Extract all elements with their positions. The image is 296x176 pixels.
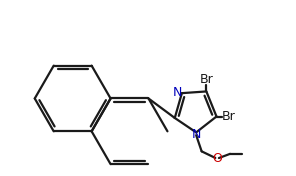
Text: Br: Br [222,110,236,123]
Text: N: N [192,128,201,141]
Text: N: N [173,86,183,99]
Text: O: O [212,152,222,165]
Text: Br: Br [200,73,213,86]
